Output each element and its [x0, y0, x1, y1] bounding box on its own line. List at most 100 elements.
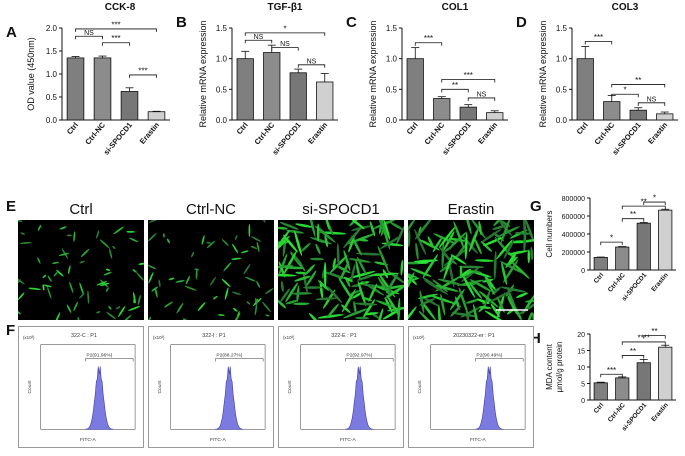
flow-gate-label: P2(91.96%) — [86, 353, 112, 359]
cell-mark — [343, 249, 351, 271]
cell-mark — [317, 314, 344, 319]
cell-mark — [231, 291, 242, 296]
cell-mark — [309, 257, 324, 261]
cell-mark — [465, 299, 479, 304]
cell-mark — [233, 312, 241, 320]
cell-mark — [28, 287, 41, 290]
y-axis-label: μmol/g protein — [555, 342, 564, 393]
y-tick-label: 200000 — [562, 250, 585, 257]
cell-mark — [265, 314, 270, 317]
bar-ctrl — [236, 58, 254, 121]
significance-label: ** — [635, 76, 641, 85]
x-tick-label: Ctrl — [235, 121, 250, 137]
cell-mark — [158, 279, 161, 288]
significance-bracket — [643, 335, 666, 339]
cell-mark — [164, 301, 173, 308]
cell-mark — [224, 287, 229, 300]
cell-mark — [66, 234, 72, 237]
panel-letter-a: A — [6, 24, 17, 41]
significance-label: *** — [424, 34, 433, 43]
cell-mark — [43, 284, 52, 288]
cell-mark — [480, 228, 502, 244]
cell-mark — [113, 226, 124, 235]
cell-mark — [303, 286, 323, 289]
cell-mark — [466, 270, 482, 274]
cell-mark — [438, 304, 442, 320]
flow-gate-label: P2(90.49%) — [476, 353, 502, 359]
cell-mark — [343, 308, 369, 319]
cell-mark — [256, 280, 261, 288]
flow-y-label: Count — [27, 380, 33, 394]
y-tick-label: 400000 — [562, 232, 585, 239]
y-tick-label: 0.5 — [386, 85, 398, 94]
cell-mark — [507, 252, 517, 264]
cell-mark — [357, 280, 367, 307]
y-tick-label: 2.0 — [46, 24, 58, 33]
x-tick-label: Ctrl — [65, 121, 80, 137]
cell-mark — [417, 293, 438, 299]
cell-mark — [400, 259, 404, 276]
cell-mark — [18, 292, 25, 301]
x-tick-label: Erastin — [138, 120, 162, 146]
cell-mark — [99, 239, 110, 249]
significance-bracket — [75, 35, 103, 40]
significance-label: *** — [111, 20, 120, 29]
bar-si-spocd1 — [629, 109, 647, 121]
significance-label: NS — [280, 41, 290, 48]
cell-mark — [278, 226, 288, 230]
flow-axis-exponent: (x10³) — [23, 335, 35, 340]
cell-mark — [79, 260, 85, 264]
cell-mark — [516, 292, 528, 298]
flow-y-label: Count — [157, 380, 163, 394]
cell-mark — [324, 235, 329, 248]
significance-bracket — [102, 42, 130, 46]
bar-ctrl-nc — [263, 52, 281, 121]
cell-mark — [87, 290, 90, 304]
flow-histogram-peak — [345, 366, 374, 430]
bar-ctrl-nc — [433, 98, 451, 121]
flow-plot-frame — [430, 344, 526, 430]
cell-mark — [441, 242, 445, 269]
significance-bracket — [297, 64, 326, 68]
cell-mark — [514, 232, 532, 235]
cell-mark — [414, 220, 434, 240]
cell-mark — [138, 262, 144, 265]
y-axis-label: Relative mRNA expression — [198, 20, 208, 127]
flow-histogram-peak — [215, 366, 244, 430]
chart-c: COL1 0.0 0.5 1.0 1.5 Relative mRNA expression… — [368, 2, 508, 157]
bar-si-spocd1 — [459, 106, 477, 121]
cell-mark — [262, 220, 266, 223]
x-tick-label: Ctrl-NC — [607, 272, 627, 294]
x-tick-label: Erastin — [646, 120, 670, 146]
cell-mark — [217, 314, 225, 317]
y-tick-label: 0.5 — [556, 85, 568, 94]
significance-bracket — [611, 93, 639, 98]
significance-bracket — [75, 28, 157, 32]
cell-mark — [295, 223, 313, 228]
y-axis-label: Relative mRNA expression — [368, 20, 378, 127]
cell-mark — [350, 220, 365, 230]
significance-bracket — [600, 241, 623, 246]
flow-histogram-peak — [85, 366, 114, 430]
significance-bracket — [129, 74, 157, 78]
cell-mark — [484, 310, 508, 320]
cell-mark — [185, 275, 191, 285]
cell-mark — [352, 292, 362, 299]
flow-title: 20230322-er : P1 — [453, 333, 495, 339]
cell-mark — [336, 243, 340, 268]
cell-mark — [527, 312, 533, 320]
cell-mark — [79, 292, 85, 299]
cell-mark — [478, 306, 492, 309]
cell-mark — [517, 300, 534, 316]
flow-gate-label: P2(88.27%) — [216, 353, 242, 359]
chart-b: TGF-β1 0.0 0.5 1.0 1.5 Relative mRNA expressi… — [198, 2, 338, 157]
cell-mark — [474, 259, 495, 262]
microscopy-image-erastin — [408, 220, 534, 320]
cell-mark — [319, 280, 323, 299]
cell-mark — [279, 288, 291, 303]
cell-mark — [108, 305, 112, 310]
cell-mark — [105, 268, 111, 271]
cell-mark — [434, 284, 459, 292]
cell-mark — [532, 312, 534, 320]
cell-mark — [20, 232, 25, 235]
